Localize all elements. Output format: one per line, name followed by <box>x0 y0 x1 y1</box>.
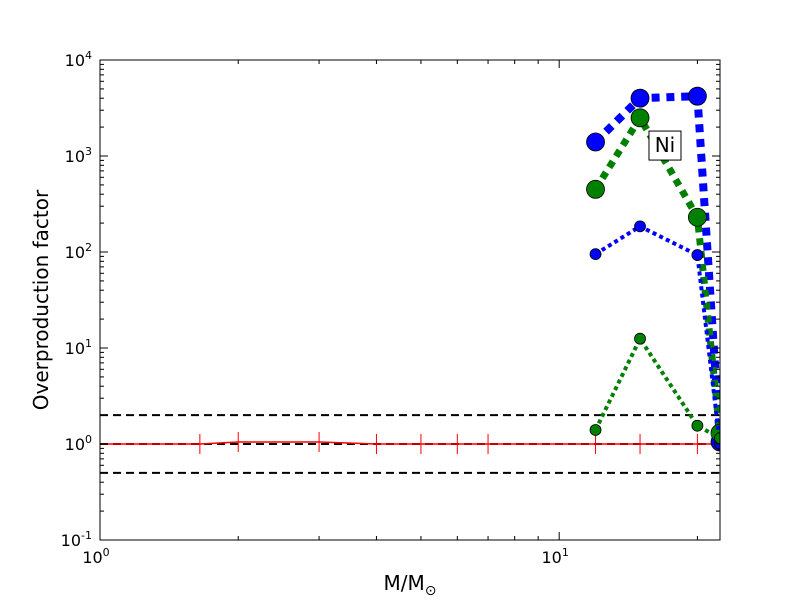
x-axis-label: M/M⊙ <box>384 571 437 599</box>
series-4-point-3 <box>691 249 704 261</box>
plot-frame <box>99 59 721 541</box>
y-tick-label: 100 <box>65 433 92 454</box>
series-2-line <box>592 92 720 443</box>
series-layer <box>100 86 720 454</box>
series-5-point-1 <box>589 424 602 436</box>
series-3-point-2 <box>630 108 650 128</box>
y-tick-label: 104 <box>65 49 92 70</box>
series-4-line <box>594 224 720 445</box>
series-1-line <box>100 441 720 445</box>
y-axis-label: Overproduction factor <box>29 189 53 410</box>
series-2-point-1 <box>586 132 605 152</box>
y-tick-label: 101 <box>65 337 92 358</box>
series-3-line <box>592 110 720 434</box>
series-2-point-2 <box>630 88 650 108</box>
series-3-point-3 <box>688 207 707 227</box>
y-tick-label: 10-1 <box>61 529 92 550</box>
series-4-point-2 <box>634 220 646 233</box>
annotation-layer: Ni <box>648 130 682 161</box>
annotation-label: Ni <box>655 133 676 157</box>
series-5-point-3 <box>691 419 704 432</box>
annotation-box <box>648 130 682 161</box>
series-2-point-3 <box>688 86 707 106</box>
series-5-point-4 <box>714 432 720 445</box>
x-tick-label: 101 <box>541 546 568 567</box>
series-3-point-1 <box>586 179 605 199</box>
y-tick-label: 102 <box>65 241 92 262</box>
series-4-point-1 <box>589 248 602 261</box>
y-tick-label: 103 <box>65 145 92 166</box>
plot-area <box>100 60 720 540</box>
series-5-point-2 <box>634 332 646 345</box>
x-tick-label: 100 <box>82 546 109 567</box>
